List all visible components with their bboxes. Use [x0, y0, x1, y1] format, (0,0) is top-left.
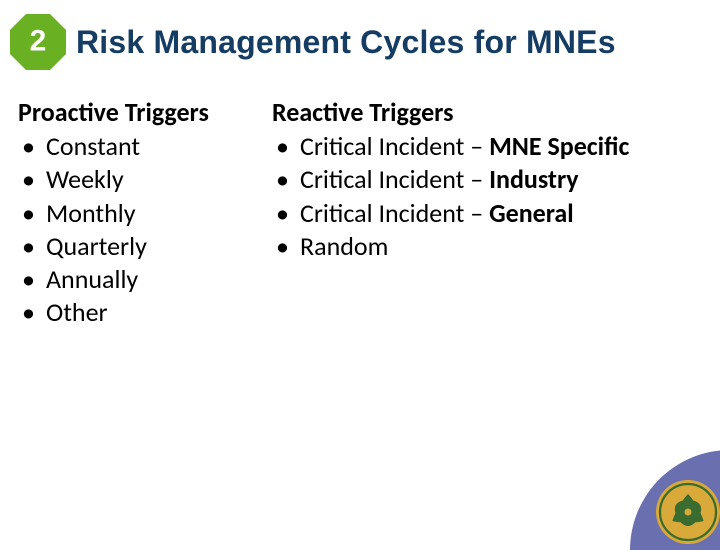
left-list: Constant Weekly Monthly Quarterly Annual…	[18, 130, 272, 330]
list-item: Quarterly	[18, 230, 272, 263]
section-badge: 2	[10, 14, 66, 70]
list-item: Critical Incident – General	[272, 197, 720, 230]
list-item: Constant	[18, 130, 272, 163]
right-column: Reactive Triggers Critical Incident – MN…	[272, 96, 720, 330]
list-item: Random	[272, 230, 720, 263]
list-item: Critical Incident – MNE Specific	[272, 130, 720, 163]
list-item: Other	[18, 296, 272, 329]
right-heading: Reactive Triggers	[272, 96, 720, 128]
slide-title: Risk Management Cycles for MNEs	[76, 24, 616, 61]
section-number: 2	[30, 24, 47, 58]
list-item: Monthly	[18, 197, 272, 230]
left-heading: Proactive Triggers	[18, 96, 272, 128]
content-area: Proactive Triggers Constant Weekly Month…	[0, 70, 720, 330]
list-item: Critical Incident – Industry	[272, 163, 720, 196]
left-column: Proactive Triggers Constant Weekly Month…	[18, 96, 272, 330]
slide-header: 2 Risk Management Cycles for MNEs	[0, 0, 720, 70]
right-list: Critical Incident – MNE Specific Critica…	[272, 130, 720, 263]
corner-decoration-icon	[570, 430, 720, 550]
list-item: Annually	[18, 263, 272, 296]
list-item: Weekly	[18, 163, 272, 196]
